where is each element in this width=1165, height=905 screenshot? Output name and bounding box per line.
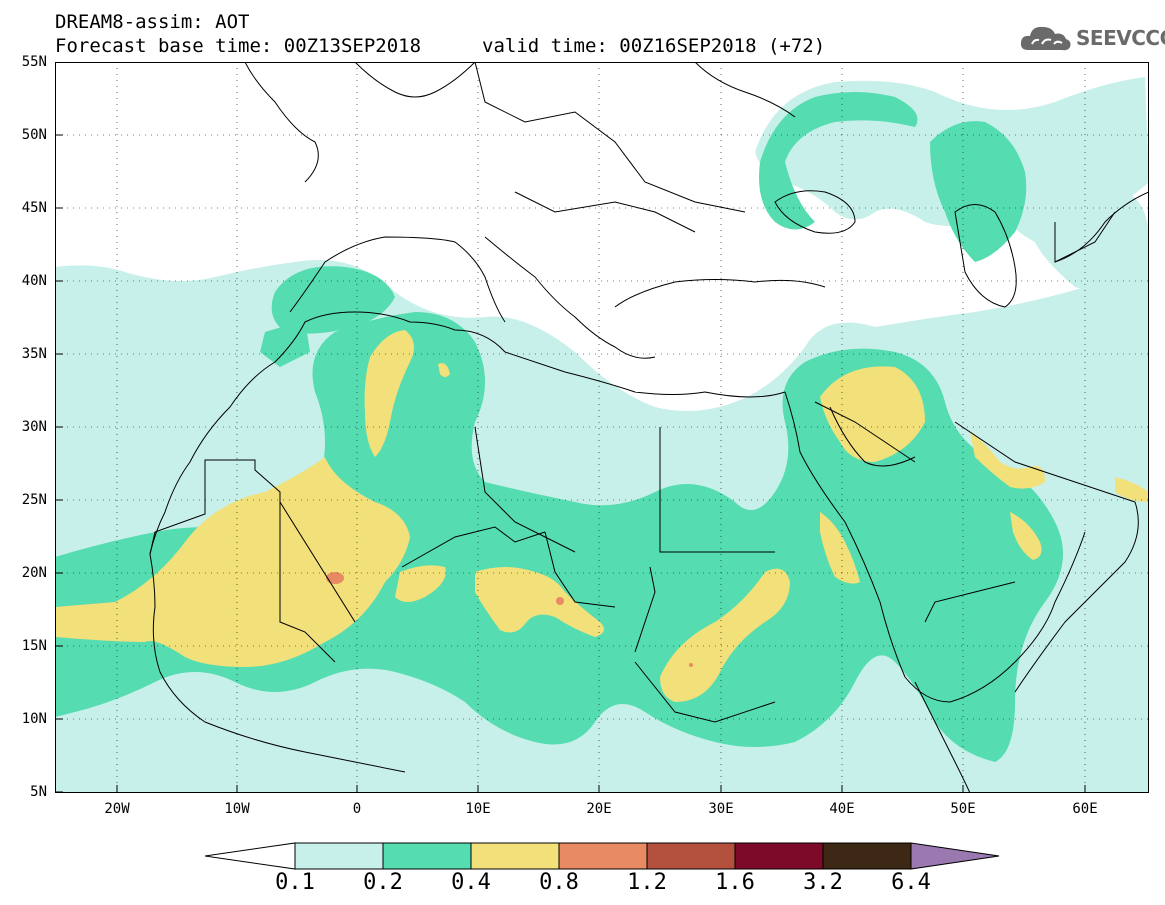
colorbar-bin [294, 842, 384, 870]
colorbar-label: 6.4 [891, 870, 931, 895]
colorbar-bin [734, 842, 824, 870]
colorbar-under-arrow [205, 842, 296, 870]
logo-text: SEEVCCC [1076, 26, 1165, 50]
country-borders [149, 62, 1116, 723]
colorbar-label: 1.6 [715, 870, 755, 895]
lat-label: 35N [21, 346, 47, 362]
valid-time: valid time: 00Z16SEP2018 (+72) [482, 35, 826, 57]
colorbar-bin [558, 842, 648, 870]
colorbar-bin [646, 842, 736, 870]
forecast-base-time: Forecast base time: 00Z13SEP2018 [55, 35, 422, 57]
colorbar-bin [822, 842, 912, 870]
lon-label: 20E [586, 801, 612, 817]
coastlines [149, 62, 1149, 793]
colorbar-label: 0.8 [539, 870, 579, 895]
colorbar-over-arrow [910, 842, 1000, 870]
lat-label: 55N [21, 54, 47, 70]
lat-label: 30N [21, 419, 47, 435]
lon-label: 50E [950, 801, 976, 817]
lon-label: 10E [465, 801, 491, 817]
lat-label: 25N [21, 492, 47, 508]
axis-ticks [55, 62, 1086, 793]
aot-level-0.8 [326, 572, 693, 667]
lon-label: 0 [352, 801, 362, 817]
lon-label: 30E [708, 801, 734, 817]
lon-label: 20W [104, 801, 130, 817]
lat-label: 10N [21, 711, 47, 727]
colorbar-bin [382, 842, 472, 870]
map-title: DREAM8-assim: AOT [55, 11, 250, 33]
lat-label: 40N [21, 273, 47, 289]
colorbar-bin [470, 842, 560, 870]
lat-label: 15N [21, 638, 47, 654]
colorbar-label: 0.4 [451, 870, 491, 895]
lat-label: 45N [21, 200, 47, 216]
aot-map [55, 62, 1149, 793]
lat-label: 5N [30, 784, 47, 800]
lon-label: 10W [224, 801, 250, 817]
lat-label: 50N [21, 127, 47, 143]
colorbar-label: 1.2 [627, 870, 667, 895]
lat-lon-grid [55, 62, 1149, 793]
colorbar-label: 3.2 [803, 870, 843, 895]
lon-label: 60E [1072, 801, 1098, 817]
lon-label: 40E [829, 801, 855, 817]
colorbar [205, 842, 1000, 870]
cloud-icon [1020, 26, 1071, 51]
colorbar-label: 0.1 [275, 870, 315, 895]
lat-label: 20N [21, 565, 47, 581]
colorbar-label: 0.2 [363, 870, 403, 895]
seevccc-logo: SEEVCCC [1018, 20, 1165, 60]
